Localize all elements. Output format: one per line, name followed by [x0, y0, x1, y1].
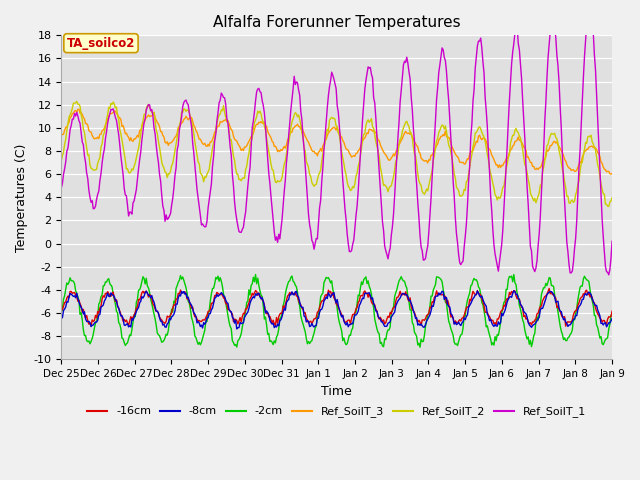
-8cm [387, 319, 394, 324]
-16cm [87, 324, 95, 329]
Ref_SoilT_2 [605, 204, 612, 209]
-16cm [545, 286, 553, 291]
Line: -2cm: -2cm [61, 275, 612, 347]
-16cm [387, 310, 394, 315]
-8cm [608, 316, 616, 322]
Ref_SoilT_3 [510, 142, 518, 148]
-2cm [252, 272, 259, 277]
Ref_SoilT_1 [323, 119, 330, 125]
-8cm [320, 298, 328, 304]
Ref_SoilT_2 [323, 126, 331, 132]
Ref_SoilT_1 [355, 170, 363, 176]
Ref_SoilT_3 [75, 107, 83, 112]
Ref_SoilT_1 [319, 165, 326, 170]
Ref_SoilT_2 [320, 145, 328, 151]
Ref_SoilT_2 [608, 195, 616, 201]
Ref_SoilT_1 [588, 9, 595, 14]
Line: Ref_SoilT_2: Ref_SoilT_2 [61, 101, 612, 206]
-8cm [323, 296, 331, 301]
Ref_SoilT_1 [58, 185, 65, 191]
Line: Ref_SoilT_1: Ref_SoilT_1 [61, 12, 612, 275]
-16cm [323, 293, 331, 299]
Ref_SoilT_1 [596, 168, 604, 173]
Title: Alfalfa Forerunner Temperatures: Alfalfa Forerunner Temperatures [213, 15, 461, 30]
-2cm [58, 309, 65, 315]
-16cm [356, 293, 364, 299]
Line: -16cm: -16cm [61, 288, 612, 326]
Ref_SoilT_1 [608, 239, 616, 244]
Ref_SoilT_3 [356, 144, 364, 150]
Ref_SoilT_1 [605, 272, 612, 278]
-8cm [511, 289, 519, 295]
-2cm [387, 324, 394, 329]
Ref_SoilT_2 [73, 98, 81, 104]
Ref_SoilT_3 [596, 154, 604, 159]
Line: -8cm: -8cm [61, 291, 612, 329]
Ref_SoilT_2 [387, 183, 394, 189]
-2cm [511, 280, 519, 286]
-8cm [597, 321, 605, 326]
-16cm [597, 316, 605, 322]
-2cm [608, 312, 616, 317]
Ref_SoilT_1 [385, 249, 393, 255]
-2cm [320, 280, 328, 286]
-2cm [416, 344, 424, 350]
-16cm [320, 296, 328, 302]
-16cm [510, 288, 518, 294]
Line: Ref_SoilT_3: Ref_SoilT_3 [61, 109, 612, 174]
Ref_SoilT_2 [510, 132, 518, 138]
-16cm [608, 308, 616, 314]
-2cm [323, 276, 331, 281]
Ref_SoilT_3 [387, 157, 394, 163]
Ref_SoilT_2 [58, 158, 65, 164]
X-axis label: Time: Time [321, 384, 352, 397]
-8cm [58, 312, 65, 318]
Text: TA_soilco2: TA_soilco2 [67, 36, 135, 49]
-2cm [597, 334, 605, 339]
Ref_SoilT_3 [608, 170, 616, 176]
-8cm [356, 300, 364, 306]
Ref_SoilT_3 [320, 141, 328, 146]
Ref_SoilT_3 [323, 133, 331, 139]
Ref_SoilT_1 [509, 49, 516, 55]
Legend: -16cm, -8cm, -2cm, Ref_SoilT_3, Ref_SoilT_2, Ref_SoilT_1: -16cm, -8cm, -2cm, Ref_SoilT_3, Ref_Soil… [83, 402, 591, 422]
Ref_SoilT_3 [58, 132, 65, 138]
Ref_SoilT_2 [596, 174, 604, 180]
Ref_SoilT_2 [356, 153, 364, 158]
-8cm [510, 288, 518, 294]
Y-axis label: Temperatures (C): Temperatures (C) [15, 143, 28, 252]
-8cm [233, 326, 241, 332]
-16cm [58, 306, 65, 312]
Ref_SoilT_3 [607, 171, 615, 177]
-2cm [356, 285, 364, 291]
